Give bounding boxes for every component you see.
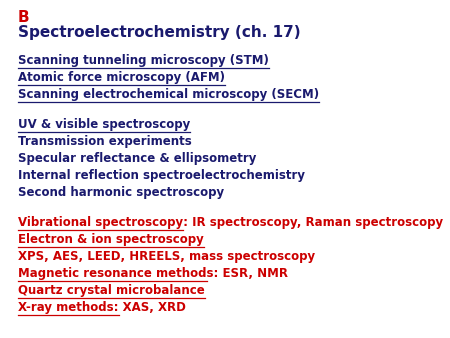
Text: X-ray methods: XAS, XRD: X-ray methods: XAS, XRD [18,301,186,314]
Text: Vibrational spectroscopy: Vibrational spectroscopy [18,216,183,229]
Text: Electron & ion spectroscopy: Electron & ion spectroscopy [18,233,204,246]
Text: Transmission experiments: Transmission experiments [18,135,192,148]
Text: Magnetic resonance method: Magnetic resonance method [18,267,207,280]
Text: Atomic force microscopy (AFM): Atomic force microscopy (AFM) [18,71,225,84]
Text: XPS, AES, LEED, HREELS, mass spectroscopy: XPS, AES, LEED, HREELS, mass spectroscop… [18,250,315,263]
Text: X-ray methods:: X-ray methods: [18,301,118,314]
Text: Scanning tunneling microscopy (STM): Scanning tunneling microscopy (STM) [18,54,269,67]
Text: Magnetic resonance methods: ESR, NMR: Magnetic resonance methods: ESR, NMR [18,267,288,280]
Text: Quartz crystal microbalance: Quartz crystal microbalance [18,284,205,297]
Text: Internal reflection spectroelectrochemistry: Internal reflection spectroelectrochemis… [18,169,305,182]
Text: UV & visible spectroscopy: UV & visible spectroscopy [18,118,190,131]
Text: Scanning electrochemical microscopy (SECM): Scanning electrochemical microscopy (SEC… [18,88,319,101]
Text: Vibrational spectroscopy: IR spectroscopy, Raman spectroscopy: Vibrational spectroscopy: IR spectroscop… [18,216,443,229]
Text: Spectroelectrochemistry (ch. 17): Spectroelectrochemistry (ch. 17) [18,25,301,40]
Text: Specular reflectance & ellipsometry: Specular reflectance & ellipsometry [18,152,256,165]
Text: B: B [18,10,30,25]
Text: Second harmonic spectroscopy: Second harmonic spectroscopy [18,186,224,199]
